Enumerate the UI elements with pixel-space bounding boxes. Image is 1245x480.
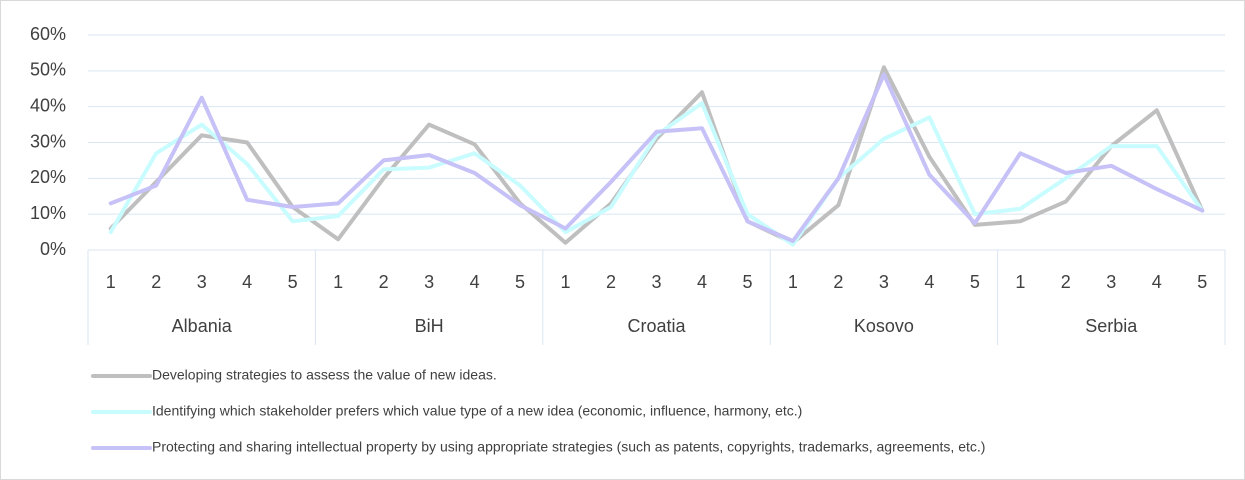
group-label: BiH [415, 316, 444, 336]
x-tick-label: 4 [470, 272, 480, 292]
x-tick-label: 2 [379, 272, 389, 292]
y-tick-label: 60% [30, 24, 66, 44]
x-tick-label: 1 [788, 272, 798, 292]
y-tick-label: 20% [30, 167, 66, 187]
x-tick-label: 2 [606, 272, 616, 292]
legend: Developing strategies to assess the valu… [91, 367, 985, 455]
x-tick-label: 3 [651, 272, 661, 292]
y-tick-label: 0% [40, 239, 66, 259]
group-label: Albania [172, 316, 233, 336]
y-tick-label: 30% [30, 131, 66, 151]
y-tick-label: 40% [30, 95, 66, 115]
x-tick-label: 5 [970, 272, 980, 292]
group-label: Serbia [1085, 316, 1138, 336]
x-tick-label: 1 [561, 272, 571, 292]
x-tick-label: 3 [197, 272, 207, 292]
x-tick-label: 5 [288, 272, 298, 292]
x-tick-label: 3 [1106, 272, 1116, 292]
series-line [108, 72, 1205, 243]
legend-label: Protecting and sharing intellectual prop… [152, 439, 985, 455]
legend-label: Identifying which stakeholder prefers wh… [152, 403, 802, 419]
group-label: Croatia [627, 316, 686, 336]
x-tick-label: 2 [151, 272, 161, 292]
group-label: Kosovo [854, 316, 914, 336]
x-tick-label: 4 [924, 272, 934, 292]
x-tick-label: 5 [1197, 272, 1207, 292]
x-tick-label: 1 [333, 272, 343, 292]
x-tick-label: 1 [1015, 272, 1025, 292]
x-tick-label: 2 [1061, 272, 1071, 292]
legend-label: Developing strategies to assess the valu… [152, 367, 497, 383]
x-tick-label: 4 [1152, 272, 1162, 292]
x-tick-label: 3 [424, 272, 434, 292]
x-tick-label: 5 [515, 272, 525, 292]
x-tick-label: 4 [242, 272, 252, 292]
x-tick-label: 2 [833, 272, 843, 292]
series-line [108, 101, 1205, 247]
x-tick-label: 5 [742, 272, 752, 292]
y-tick-label: 50% [30, 60, 66, 80]
x-tick-label: 1 [106, 272, 116, 292]
y-tick-label: 10% [30, 203, 66, 223]
x-tick-label: 4 [697, 272, 707, 292]
x-tick-label: 3 [879, 272, 889, 292]
